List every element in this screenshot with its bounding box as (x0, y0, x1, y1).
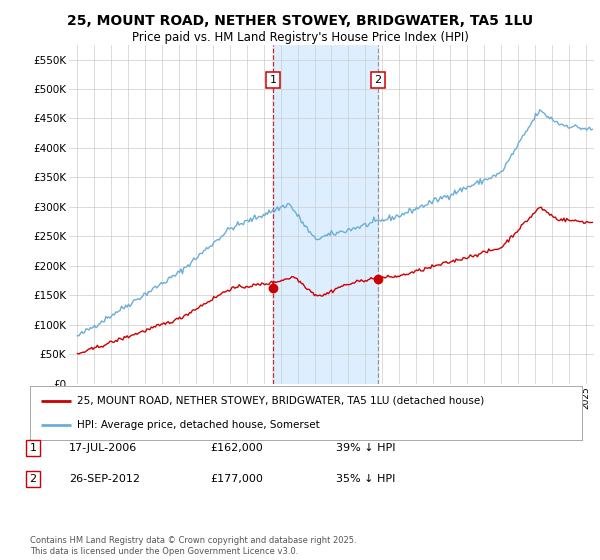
Text: 39% ↓ HPI: 39% ↓ HPI (336, 443, 395, 453)
Text: 17-JUL-2006: 17-JUL-2006 (69, 443, 137, 453)
Text: Contains HM Land Registry data © Crown copyright and database right 2025.
This d: Contains HM Land Registry data © Crown c… (30, 536, 356, 556)
Text: HPI: Average price, detached house, Somerset: HPI: Average price, detached house, Some… (77, 420, 320, 430)
Text: 1: 1 (269, 76, 277, 85)
Text: 26-SEP-2012: 26-SEP-2012 (69, 474, 140, 484)
Text: 1: 1 (29, 443, 37, 453)
Text: 25, MOUNT ROAD, NETHER STOWEY, BRIDGWATER, TA5 1LU: 25, MOUNT ROAD, NETHER STOWEY, BRIDGWATE… (67, 14, 533, 28)
Text: Price paid vs. HM Land Registry's House Price Index (HPI): Price paid vs. HM Land Registry's House … (131, 31, 469, 44)
Text: £177,000: £177,000 (210, 474, 263, 484)
Bar (273, 45, 378, 384)
Text: £162,000: £162,000 (210, 443, 263, 453)
Text: 2: 2 (374, 76, 382, 85)
Text: 35% ↓ HPI: 35% ↓ HPI (336, 474, 395, 484)
Text: 25, MOUNT ROAD, NETHER STOWEY, BRIDGWATER, TA5 1LU (detached house): 25, MOUNT ROAD, NETHER STOWEY, BRIDGWATE… (77, 396, 484, 406)
Text: 2: 2 (29, 474, 37, 484)
